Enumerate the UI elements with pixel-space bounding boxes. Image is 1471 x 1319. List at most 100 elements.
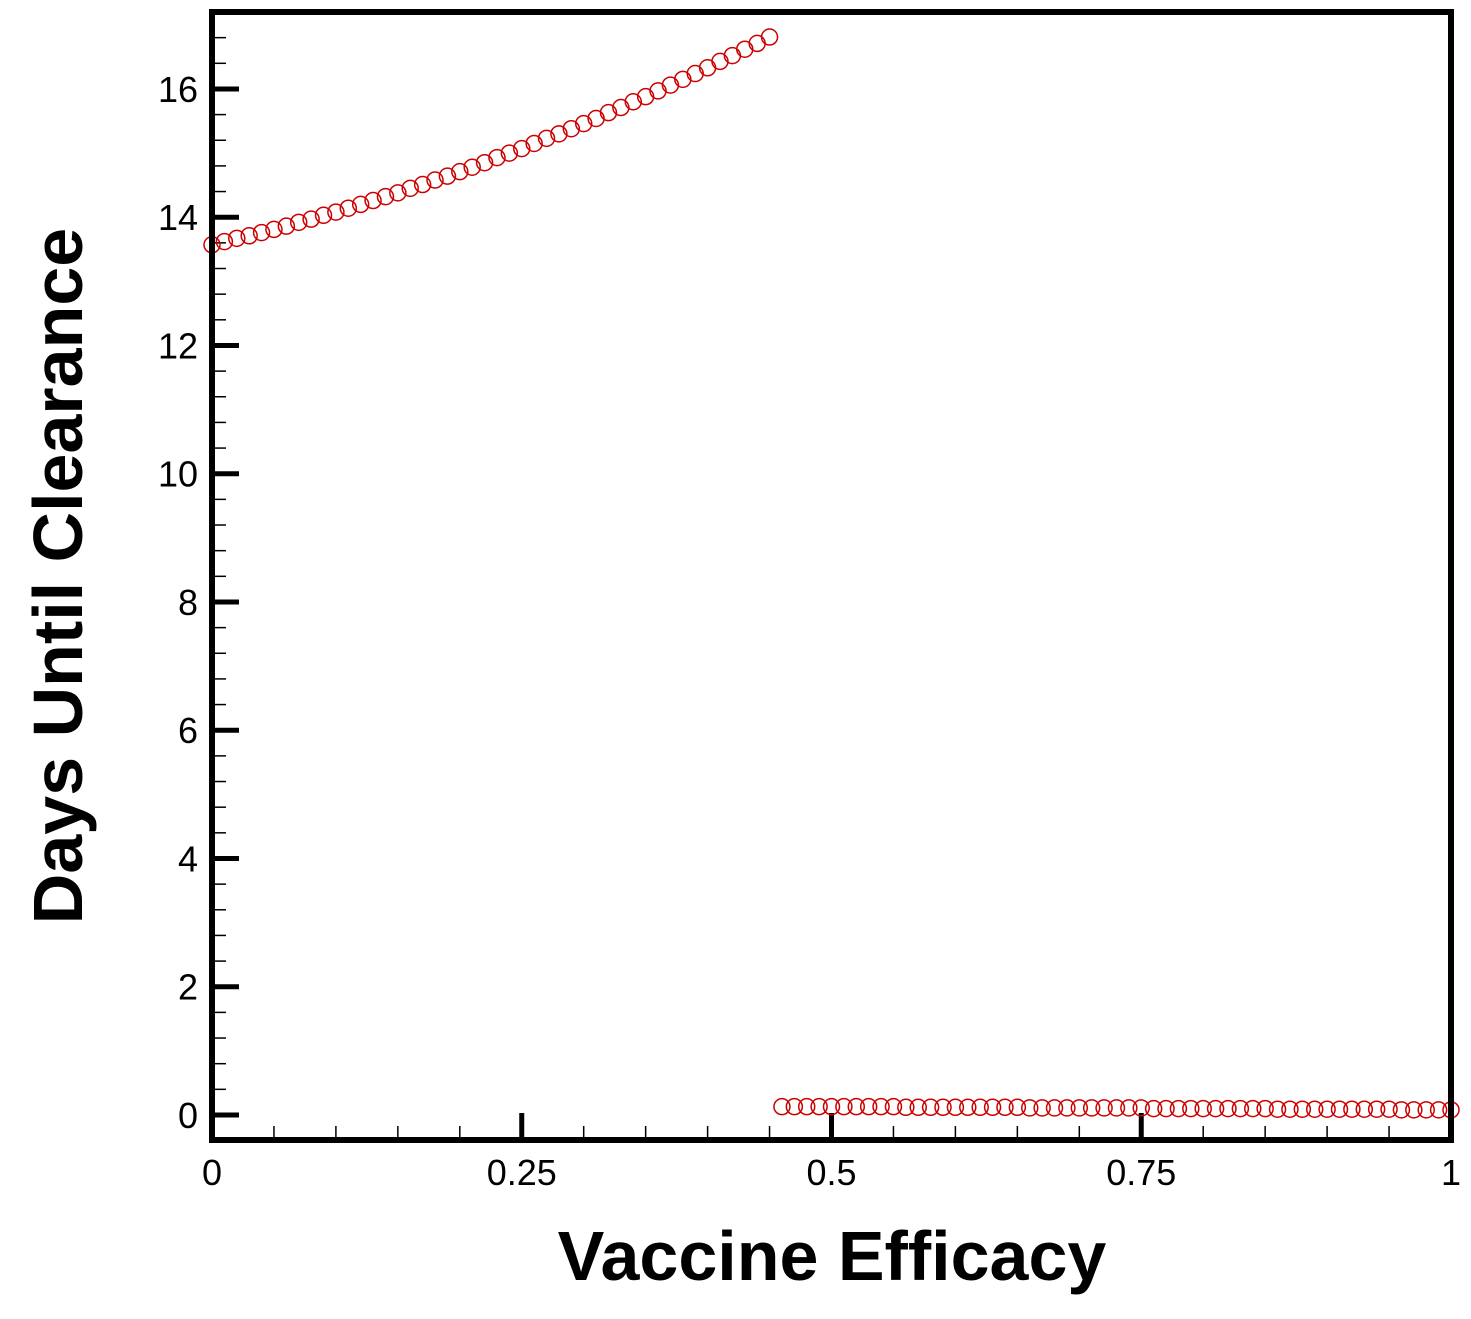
data-point — [822, 1097, 841, 1116]
data-point — [698, 59, 717, 77]
data-point — [736, 40, 754, 58]
data-point — [723, 46, 742, 65]
data-point — [649, 82, 667, 100]
data-point — [1219, 1099, 1237, 1118]
data-point — [661, 76, 680, 94]
data-point — [1120, 1099, 1138, 1117]
data-point — [959, 1098, 977, 1117]
data-point — [711, 52, 729, 71]
x-tick-label: 0.75 — [1106, 1152, 1176, 1193]
y-tick-label: 2 — [178, 967, 198, 1008]
data-point — [1256, 1099, 1274, 1118]
data-point — [1058, 1099, 1076, 1117]
y-tick-label: 12 — [158, 325, 198, 366]
data-point — [1144, 1099, 1163, 1118]
data-point — [488, 148, 506, 167]
data-point — [1182, 1099, 1200, 1118]
data-point — [215, 232, 234, 251]
data-point — [463, 158, 481, 176]
data-point — [228, 229, 246, 248]
data-point — [351, 195, 370, 214]
data-point — [1293, 1100, 1312, 1118]
x-tick-label: 0 — [202, 1152, 222, 1193]
data-point — [413, 175, 432, 194]
y-tick-label: 6 — [178, 710, 198, 751]
data-point — [1157, 1099, 1175, 1118]
data-point — [277, 217, 296, 235]
data-point — [500, 144, 519, 162]
data-point — [1008, 1098, 1027, 1117]
data-point — [376, 187, 395, 206]
data-point — [550, 125, 568, 143]
y-tick-label: 4 — [178, 838, 198, 879]
x-axis-title: Vaccine Efficacy — [558, 1217, 1107, 1295]
data-point — [1392, 1101, 1411, 1119]
data-point — [636, 87, 655, 106]
data-point — [1330, 1100, 1349, 1118]
data-point — [240, 227, 258, 245]
x-tick-label: 0.25 — [487, 1152, 557, 1193]
y-axis-title: Days Until Clearance — [19, 228, 97, 924]
data-point — [946, 1098, 965, 1117]
data-point — [426, 171, 444, 189]
data-point — [475, 153, 494, 172]
data-point — [785, 1097, 804, 1116]
data-point — [612, 98, 630, 117]
data-point — [1318, 1100, 1336, 1118]
x-tick-label: 1 — [1441, 1152, 1461, 1193]
y-tick-label: 8 — [178, 582, 198, 623]
data-point — [686, 64, 704, 83]
data-point — [760, 28, 779, 46]
data-point — [327, 203, 345, 221]
data-point — [983, 1098, 1002, 1117]
data-point — [835, 1097, 853, 1116]
data-point — [859, 1097, 878, 1116]
data-point — [1343, 1100, 1361, 1118]
data-point — [872, 1097, 890, 1116]
data-point — [1417, 1101, 1435, 1119]
data-point — [1033, 1099, 1051, 1117]
data-point — [996, 1098, 1014, 1117]
data-point — [302, 210, 320, 228]
data-point — [797, 1097, 816, 1116]
data-point — [773, 1097, 791, 1116]
data-point — [1132, 1099, 1150, 1117]
data-point — [748, 34, 766, 53]
data-point — [364, 191, 382, 210]
data-point — [587, 109, 605, 128]
data-point — [884, 1097, 903, 1116]
data-point — [1095, 1099, 1113, 1117]
data-point — [525, 134, 543, 153]
data-point — [339, 199, 358, 217]
data-point — [1045, 1099, 1064, 1117]
data-point — [252, 223, 271, 242]
data-point — [1194, 1099, 1212, 1118]
data-point — [1355, 1100, 1374, 1118]
y-tick-label: 14 — [158, 197, 198, 238]
data-point — [513, 139, 531, 158]
data-point — [1367, 1100, 1386, 1118]
data-point — [934, 1098, 952, 1117]
data-point — [562, 119, 581, 138]
data-point — [314, 206, 333, 225]
data-point — [1231, 1099, 1250, 1118]
data-point — [1380, 1100, 1398, 1118]
data-point — [909, 1098, 927, 1117]
x-tick-label: 0.5 — [806, 1152, 856, 1193]
data-point — [674, 70, 692, 89]
data-point — [1429, 1101, 1448, 1119]
data-point — [599, 103, 618, 122]
data-point — [389, 184, 407, 202]
data-point — [1070, 1099, 1089, 1117]
data-point — [574, 114, 593, 133]
data-point — [1244, 1099, 1262, 1118]
data-point — [847, 1097, 866, 1116]
y-tick-label: 16 — [158, 69, 198, 110]
data-point — [897, 1098, 915, 1117]
data-point — [810, 1097, 828, 1116]
data-point — [1082, 1099, 1101, 1117]
plot-frame — [209, 9, 1454, 1143]
data-point — [624, 93, 643, 111]
data-point — [1268, 1100, 1287, 1118]
